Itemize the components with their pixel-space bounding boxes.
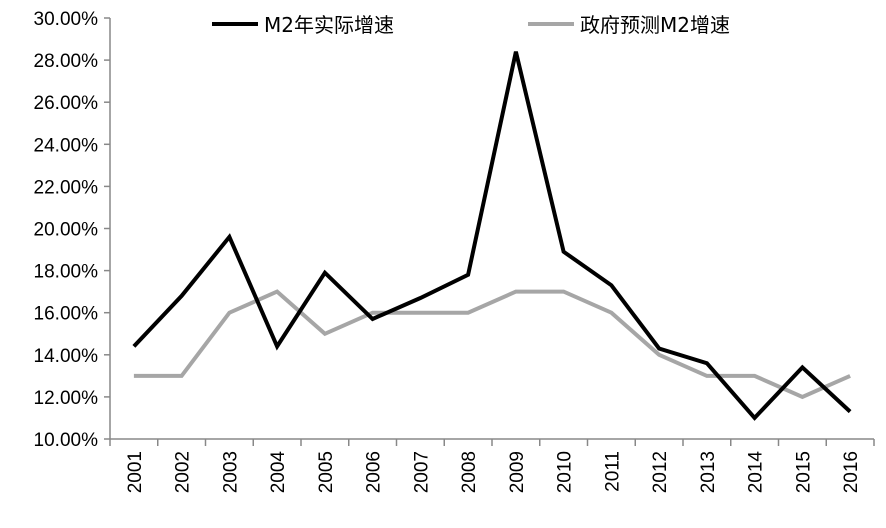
x-tick-label: 2016 [841, 451, 862, 493]
x-tick-label: 2001 [125, 451, 146, 493]
x-tick-label: 2003 [220, 451, 241, 493]
x-tick-label: 2006 [364, 451, 385, 493]
series-lines [132, 51, 852, 421]
y-axis-ticks: 10.00% 12.00% 14.00% 16.00% 18.00% 20.00% 22.0… [34, 9, 110, 451]
x-tick-label: 2005 [316, 451, 337, 493]
legend-label: M2年实际增速 [264, 13, 394, 37]
y-tick-label: 14.00% [34, 346, 99, 367]
y-tick-label: 26.00% [34, 93, 99, 114]
x-axis-ticks: 2001 2002 2003 2004 2005 2006 2007 2008 2009 2010… [109, 439, 875, 494]
legend-label: 政府预测M2增速 [580, 13, 730, 37]
y-tick-label: 20.00% [34, 220, 99, 241]
x-tick-label: 2008 [459, 451, 480, 493]
x-tick-label: 2012 [650, 451, 671, 493]
x-tick-label: 2004 [268, 451, 289, 494]
x-tick-label: 2015 [793, 451, 814, 493]
x-tick-label: 2013 [698, 451, 719, 493]
x-tick-label: 2014 [746, 451, 767, 494]
y-tick-label: 22.00% [34, 177, 99, 198]
series-line [133, 289, 851, 400]
y-tick-label: 16.00% [34, 304, 99, 325]
x-tick-label: 2010 [555, 451, 576, 493]
y-tick-label: 28.00% [34, 51, 99, 72]
x-tick-label: 2007 [411, 451, 432, 493]
x-tick-label: 2002 [173, 451, 194, 493]
y-tick-label: 24.00% [34, 135, 99, 156]
y-tick-label: 30.00% [34, 9, 99, 30]
x-tick-label: 2009 [507, 451, 528, 493]
y-tick-label: 18.00% [34, 262, 99, 283]
y-tick-label: 10.00% [34, 430, 99, 451]
y-tick-label: 12.00% [34, 388, 99, 409]
x-tick-label: 2011 [602, 451, 623, 492]
series-line [132, 51, 852, 421]
legend: M2年实际增速 政府预测M2增速 [212, 13, 730, 37]
